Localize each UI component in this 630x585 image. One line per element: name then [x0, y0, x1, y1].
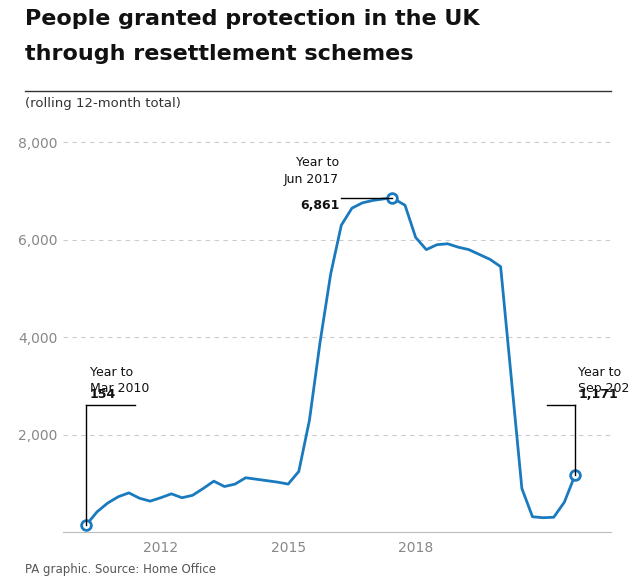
- Text: Year to
Jun 2017: Year to Jun 2017: [284, 156, 339, 185]
- Text: Year to
Sep 2021: Year to Sep 2021: [578, 366, 630, 395]
- Text: 1,171: 1,171: [578, 387, 618, 401]
- Text: 6,861: 6,861: [300, 199, 339, 212]
- Text: through resettlement schemes: through resettlement schemes: [25, 44, 414, 64]
- Text: Year to
Mar 2010: Year to Mar 2010: [89, 366, 149, 395]
- Text: 154: 154: [89, 387, 116, 401]
- Text: (rolling 12-month total): (rolling 12-month total): [25, 97, 181, 109]
- Text: PA graphic. Source: Home Office: PA graphic. Source: Home Office: [25, 563, 216, 576]
- Text: People granted protection in the UK: People granted protection in the UK: [25, 9, 479, 29]
